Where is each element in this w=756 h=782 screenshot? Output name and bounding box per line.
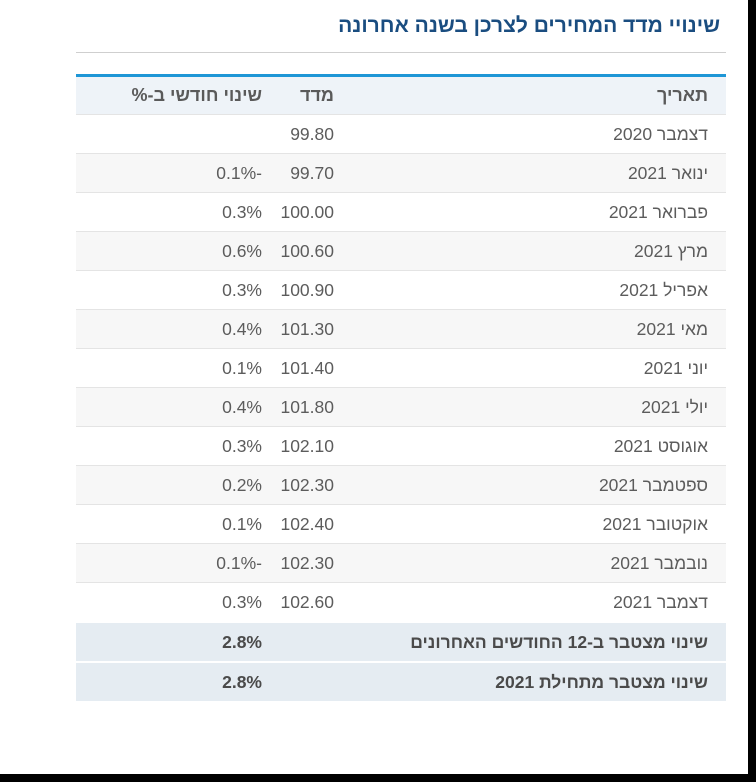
row-index: 101.30 <box>280 318 334 339</box>
row-change: 0.1% <box>76 348 264 388</box>
row-index: 100.60 <box>280 240 334 261</box>
row-change: 0.3% <box>76 270 264 310</box>
row-date: ספטמבר 2021 <box>450 465 726 505</box>
row-change: 0.4% <box>76 387 264 427</box>
row-index: 99.80 <box>290 123 334 144</box>
summary-label: שינוי מצטבר מתחילת 2021 <box>264 661 726 701</box>
header-index-label: מדד <box>299 85 334 105</box>
table-row: אוגוסט 2021 102.10 0.3% <box>76 426 726 466</box>
summary-row: שינוי מצטבר ב-12 החודשים האחרונים 2.8% <box>76 621 726 662</box>
summary-label: שינוי מצטבר ב-12 החודשים האחרונים <box>264 621 726 662</box>
header-change: שינוי חודשי ב-% <box>131 85 262 105</box>
row-index-cell: 101.80 <box>264 387 450 427</box>
table-row: פברואר 2021 100.00 0.3% <box>76 192 726 232</box>
row-date: אפריל 2021 <box>450 270 726 310</box>
page-frame: שינויי מדד המחירים לצרכן בשנה אחרונה תאר… <box>0 0 748 774</box>
table-row: אוקטובר 2021 102.40 0.1% <box>76 504 726 544</box>
row-change: 0.3% <box>76 192 264 232</box>
header-row: תאריך מדד שינוי חודשי ב-% <box>76 75 726 115</box>
row-change: 0.4% <box>76 309 264 349</box>
row-change: 0.1% <box>76 504 264 544</box>
row-index: 102.60 <box>280 591 334 612</box>
row-date: מרץ 2021 <box>450 231 726 271</box>
header-date: תאריך <box>656 85 708 105</box>
row-date: אוגוסט 2021 <box>450 426 726 466</box>
header-index: מדד <box>264 76 450 115</box>
row-index: 102.10 <box>280 435 334 456</box>
row-index: 100.90 <box>280 279 334 300</box>
row-index-cell: 99.70 <box>264 153 450 193</box>
row-change: 0.3% <box>76 582 264 623</box>
summary-value: 2.8% <box>76 621 264 662</box>
row-change: 0.2% <box>76 465 264 505</box>
summary-row: שינוי מצטבר מתחילת 2021 2.8% <box>76 661 726 701</box>
table-row: דצמבר 2021 102.60 0.3% <box>76 582 726 623</box>
row-index-cell: 102.10 <box>264 426 450 466</box>
row-index-cell: 102.30 <box>264 465 450 505</box>
row-index: 102.30 <box>280 552 334 573</box>
row-index: 100.00 <box>280 201 334 222</box>
table-row: ינואר 2021 99.70 -0.1% <box>76 153 726 193</box>
row-index-cell: 101.40 <box>264 348 450 388</box>
row-index-cell: 100.60 <box>264 231 450 271</box>
cpi-table: תאריך מדד שינוי חודשי ב-% דצמבר 2020 99.8… <box>76 74 726 701</box>
row-change: -0.1% <box>76 153 264 193</box>
table-body: דצמבר 2020 99.80 ינואר 2021 99.70 -0.1% פברוא… <box>76 114 726 623</box>
table-row: נובמבר 2021 102.30 -0.1% <box>76 543 726 583</box>
row-change: 0.3% <box>76 426 264 466</box>
row-index: 99.70 <box>290 162 334 183</box>
row-date: יוני 2021 <box>450 348 726 388</box>
page-title: שינויי מדד המחירים לצרכן בשנה אחרונה <box>338 14 720 37</box>
row-index-cell: 101.30 <box>264 309 450 349</box>
row-index-cell: 102.60 <box>264 582 450 623</box>
summary-value: 2.8% <box>76 661 264 701</box>
table-row: דצמבר 2020 99.80 <box>76 114 726 154</box>
row-change: 0.6% <box>76 231 264 271</box>
row-date: פברואר 2021 <box>450 192 726 232</box>
row-index: 102.40 <box>280 513 334 534</box>
row-index-cell: 100.00 <box>264 192 450 232</box>
table-summary: שינוי מצטבר ב-12 החודשים האחרונים 2.8% שינ… <box>76 621 726 701</box>
table-row: אפריל 2021 100.90 0.3% <box>76 270 726 310</box>
row-index-cell: 100.90 <box>264 270 450 310</box>
row-date: דצמבר 2020 <box>450 114 726 154</box>
row-index: 101.40 <box>280 357 334 378</box>
title-divider <box>76 52 726 53</box>
row-date: מאי 2021 <box>450 309 726 349</box>
table-row: ספטמבר 2021 102.30 0.2% <box>76 465 726 505</box>
row-index: 101.80 <box>280 396 334 417</box>
row-index-cell: 99.80 <box>264 114 450 154</box>
table-row: מרץ 2021 100.60 0.6% <box>76 231 726 271</box>
row-date: נובמבר 2021 <box>450 543 726 583</box>
row-date: ינואר 2021 <box>450 153 726 193</box>
row-index-cell: 102.30 <box>264 543 450 583</box>
row-date: יולי 2021 <box>450 387 726 427</box>
table-row: מאי 2021 101.30 0.4% <box>76 309 726 349</box>
row-change: -0.1% <box>76 543 264 583</box>
row-change <box>76 114 264 154</box>
row-index: 102.30 <box>280 474 334 495</box>
table-row: יולי 2021 101.80 0.4% <box>76 387 726 427</box>
row-index-cell: 102.40 <box>264 504 450 544</box>
table-row: יוני 2021 101.40 0.1% <box>76 348 726 388</box>
row-date: אוקטובר 2021 <box>450 504 726 544</box>
table-header: תאריך מדד שינוי חודשי ב-% <box>76 75 726 115</box>
row-date: דצמבר 2021 <box>450 582 726 623</box>
